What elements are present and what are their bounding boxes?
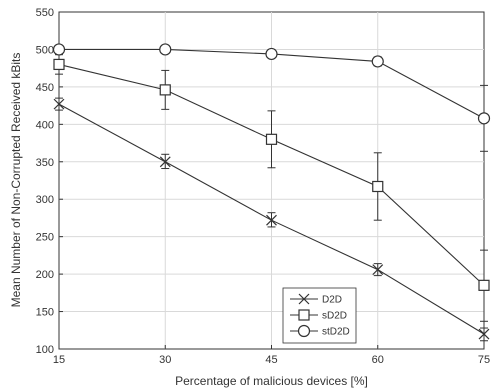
y-tick-label: 500 <box>36 44 54 56</box>
data-point-sd2d <box>265 133 278 145</box>
grid-lines <box>59 12 484 349</box>
legend-item-std2d: stD2D <box>290 324 350 338</box>
data-point-d2d <box>478 328 490 340</box>
legend-item-sd2d: sD2D <box>290 309 347 322</box>
series-sd2d <box>53 54 490 322</box>
y-ticks: 100 150 200 250 300 350 400 450 500 550 <box>36 7 63 356</box>
legend: D2D sD2D stD2D <box>282 287 357 344</box>
legend-marker-std2d <box>297 324 311 338</box>
y-axis-label: Mean Number of Non-Corrupted Received kB… <box>9 53 23 308</box>
y-tick-label: 250 <box>36 232 54 244</box>
x-axis-label: Percentage of malicious devices [%] <box>175 374 368 388</box>
y-tick-label: 100 <box>36 344 54 356</box>
x-tick-label: 30 <box>159 354 171 366</box>
x-tick-label: 75 <box>478 354 490 366</box>
series-group <box>52 43 491 342</box>
y-tick-label: 300 <box>36 194 54 206</box>
legend-marker-d2d <box>298 293 310 305</box>
data-point-std2d <box>159 43 172 56</box>
y-tick-label: 150 <box>36 307 54 319</box>
data-point-sd2d <box>159 84 171 96</box>
legend-item-d2d: D2D <box>290 293 342 306</box>
data-point-std2d <box>265 47 278 61</box>
legend-label: D2D <box>322 295 342 306</box>
y-tick-label: 550 <box>36 7 54 19</box>
legend-label: stD2D <box>322 327 350 338</box>
series-std2d <box>52 43 491 152</box>
data-point-std2d <box>52 43 66 56</box>
data-point-sd2d <box>372 180 384 193</box>
data-point-d2d <box>372 264 384 276</box>
y-tick-label: 400 <box>36 119 54 131</box>
data-point-d2d <box>159 156 171 168</box>
data-point-d2d <box>266 214 277 226</box>
x-tick-label: 15 <box>53 354 65 366</box>
data-point-std2d <box>371 55 384 68</box>
x-tick-label: 60 <box>372 354 384 366</box>
x-ticks: 15 30 45 60 75 <box>53 345 490 366</box>
legend-label: sD2D <box>322 311 347 322</box>
x-tick-label: 45 <box>265 354 277 366</box>
y-tick-label: 450 <box>36 82 54 94</box>
legend-marker-sd2d <box>298 309 310 321</box>
data-point-d2d <box>53 98 65 110</box>
y-tick-label: 200 <box>36 269 54 281</box>
data-point-sd2d <box>478 279 490 291</box>
y-tick-label: 350 <box>36 157 54 169</box>
series-d2d <box>53 97 490 342</box>
data-point-std2d <box>477 112 491 125</box>
data-point-sd2d <box>53 58 65 71</box>
